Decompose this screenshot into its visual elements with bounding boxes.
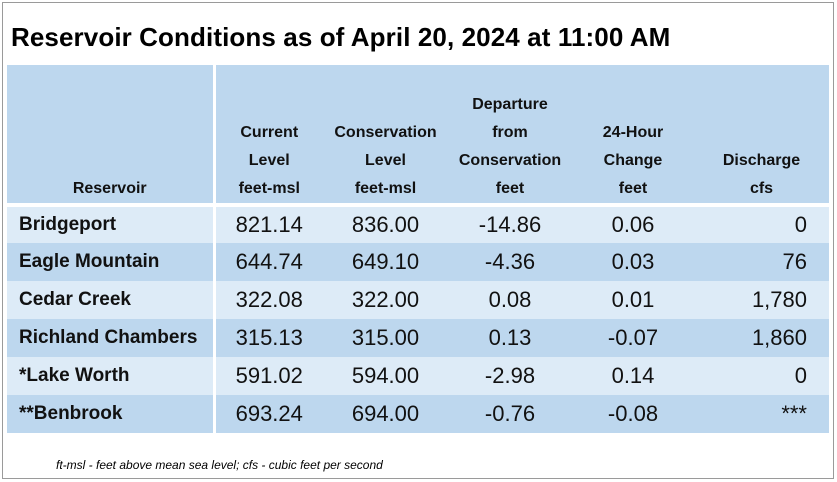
reservoir-name: **Benbrook — [7, 395, 216, 433]
current-level: 591.02 — [235, 363, 303, 388]
change-value: -0.08 — [607, 401, 659, 426]
discharge-value: 1,780 — [751, 287, 807, 312]
departure-value: -14.86 — [448, 203, 572, 243]
header-discharge: Discharge cfs — [722, 152, 801, 197]
conservation-level: 694.00 — [351, 401, 420, 426]
departure-value: -0.76 — [484, 401, 536, 426]
header-reservoir: Reservoir — [7, 65, 216, 205]
table-row: Eagle Mountain 644.74 649.10 -4.36 0.03 … — [7, 243, 829, 281]
change-value: 0.06 — [572, 203, 694, 243]
header-conservation-level: Conservation Level feet-msl — [334, 124, 437, 197]
current-level: 821.14 — [214, 203, 323, 243]
table-row: Bridgeport 821.14 836.00 -14.86 0.06 0 — [7, 203, 829, 243]
discharge-value: *** — [781, 401, 807, 426]
header-row: Reservoir Current Level feet-msl Conserv… — [7, 65, 829, 205]
reservoir-table: Reservoir Current Level feet-msl Conserv… — [7, 65, 829, 433]
change-value: 0.01 — [611, 287, 655, 312]
current-level: 693.24 — [235, 401, 303, 426]
departure-value: 0.08 — [488, 287, 532, 312]
footnote: ft-msl - feet above mean sea level; cfs … — [56, 458, 383, 472]
reservoir-name: Cedar Creek — [7, 281, 216, 319]
header-24-hour-change: 24-Hour Change feet — [602, 124, 664, 197]
current-level: 644.74 — [235, 249, 303, 274]
conservation-level: 315.00 — [351, 325, 420, 350]
change-value: 0.14 — [611, 363, 655, 388]
reservoir-name: *Lake Worth — [7, 357, 216, 395]
departure-value: 0.13 — [488, 325, 532, 350]
conservation-level: 836.00 — [323, 203, 448, 243]
reservoir-name: Richland Chambers — [7, 319, 216, 357]
table-row: Richland Chambers 315.13 315.00 0.13 -0.… — [7, 319, 829, 357]
page-title: Reservoir Conditions as of April 20, 202… — [11, 22, 671, 52]
reservoir-name: Bridgeport — [7, 203, 216, 243]
table-row: Cedar Creek 322.08 322.00 0.08 0.01 1,78… — [7, 281, 829, 319]
discharge-value: 0 — [694, 203, 829, 243]
discharge-value: 76 — [782, 249, 807, 274]
discharge-value: 0 — [794, 363, 807, 388]
table-row: *Lake Worth 591.02 594.00 -2.98 0.14 0 — [7, 357, 829, 395]
header-current-level: Current Level feet-msl — [238, 124, 300, 197]
change-value: 0.03 — [611, 249, 655, 274]
current-level: 315.13 — [235, 325, 303, 350]
discharge-value: 1,860 — [751, 325, 807, 350]
conservation-level: 322.00 — [351, 287, 420, 312]
departure-value: -2.98 — [484, 363, 536, 388]
header-departure: Departure from Conservation feet — [458, 96, 562, 197]
change-value: -0.07 — [607, 325, 659, 350]
table-row: **Benbrook 693.24 694.00 -0.76 -0.08 *** — [7, 395, 829, 433]
conservation-level: 649.10 — [351, 249, 420, 274]
current-level: 322.08 — [235, 287, 303, 312]
conservation-level: 594.00 — [351, 363, 420, 388]
departure-value: -4.36 — [484, 249, 536, 274]
reservoir-name: Eagle Mountain — [7, 243, 216, 281]
